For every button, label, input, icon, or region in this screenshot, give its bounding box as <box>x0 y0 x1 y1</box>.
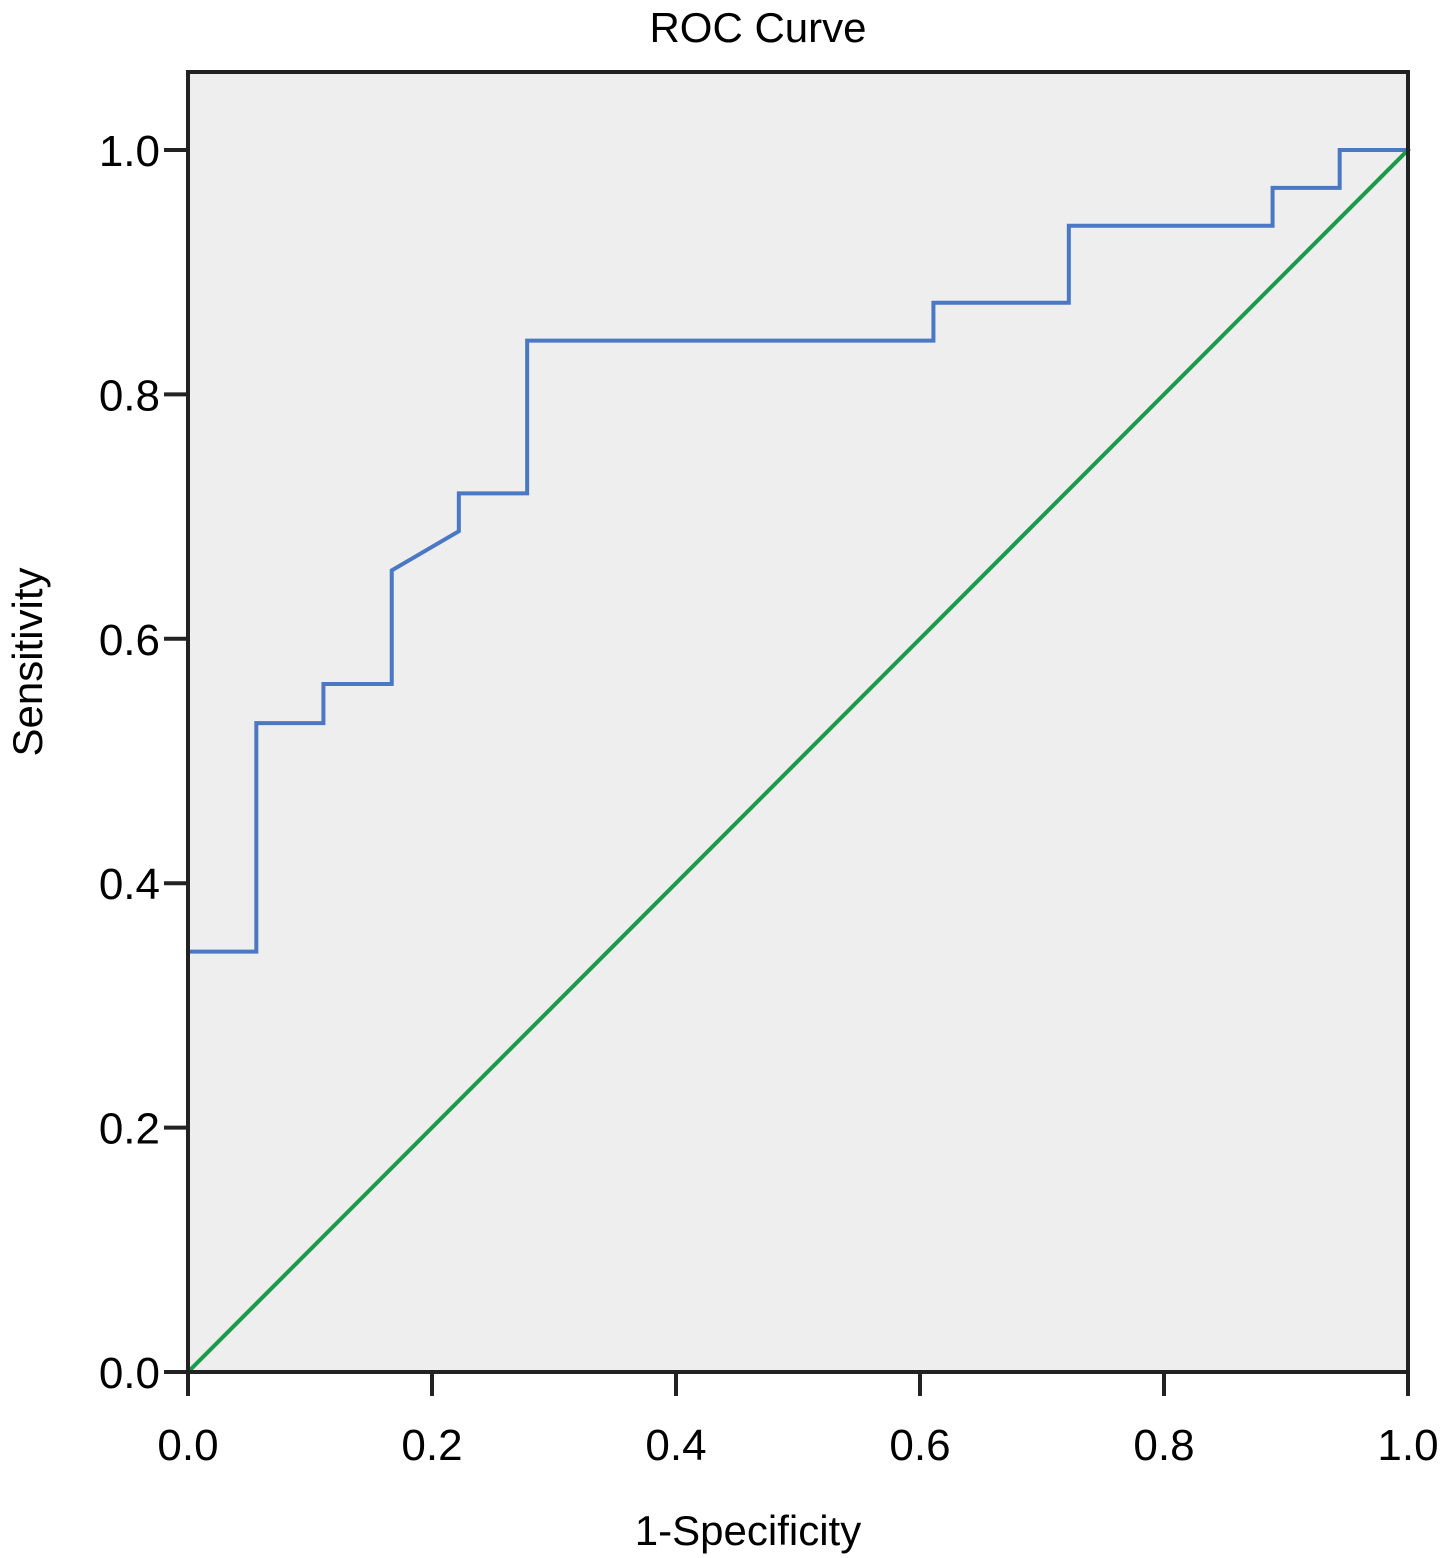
series-layer <box>185 147 1411 1375</box>
plot-area <box>188 72 1408 1372</box>
x-tick-label: 1.0 <box>1377 1421 1438 1470</box>
roc-curve-line <box>186 148 1410 1374</box>
x-axis: 0.0 0.2 0.4 0.6 0.8 1.0 <box>157 1372 1439 1470</box>
plot-frame <box>186 70 1410 1374</box>
y-axis: 0.0 0.2 0.4 0.6 0.8 1.0 <box>99 127 188 1398</box>
y-tick-label: 1.0 <box>99 127 160 176</box>
y-tick-label: 0.0 <box>99 1349 160 1398</box>
y-tick-label: 0.4 <box>99 860 160 909</box>
reference-line <box>185 147 1411 1375</box>
y-tick-label: 0.2 <box>99 1105 160 1154</box>
x-tick-label: 0.4 <box>645 1421 706 1470</box>
x-tick-label: 0.8 <box>1133 1421 1194 1470</box>
y-tick-label: 0.6 <box>99 616 160 665</box>
y-axis-label: Sensitivity <box>4 567 51 756</box>
x-tick-label: 0.6 <box>889 1421 950 1470</box>
x-tick-label: 0.0 <box>157 1421 218 1470</box>
y-tick-label: 0.8 <box>99 371 160 420</box>
x-axis-label: 1-Specificity <box>635 1507 861 1554</box>
x-tick-label: 0.2 <box>401 1421 462 1470</box>
chart-title: ROC Curve <box>649 4 866 51</box>
